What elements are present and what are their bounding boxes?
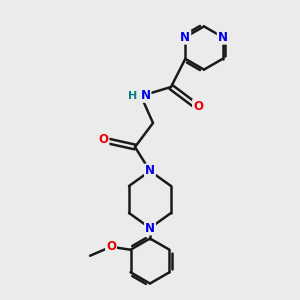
Text: H: H <box>128 91 137 101</box>
Text: N: N <box>218 31 228 44</box>
Text: N: N <box>180 31 190 44</box>
Text: O: O <box>98 133 109 146</box>
Text: O: O <box>106 240 116 253</box>
Text: O: O <box>193 100 203 113</box>
Text: N: N <box>145 221 155 235</box>
Text: N: N <box>145 164 155 178</box>
Text: N: N <box>140 89 151 102</box>
